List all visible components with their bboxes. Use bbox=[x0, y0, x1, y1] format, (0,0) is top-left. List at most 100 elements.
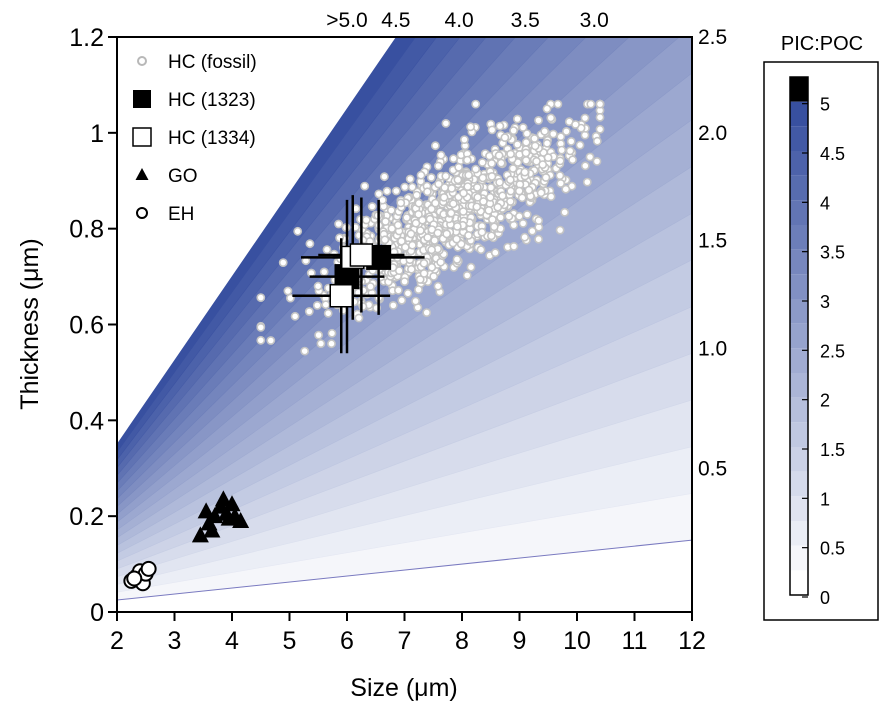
x-axis-label: Size (μm) bbox=[350, 674, 457, 702]
colorbar-band bbox=[790, 101, 808, 127]
contour-band bbox=[117, 259, 692, 562]
right-axis-label: 1.0 bbox=[698, 337, 727, 360]
fossil-point bbox=[477, 227, 487, 237]
legend: HC (fossil) HC (1323) HC (1334) GO EH bbox=[132, 52, 257, 225]
fossil-point bbox=[419, 258, 429, 268]
colorbar-band bbox=[790, 422, 808, 447]
data-series bbox=[123, 195, 425, 592]
fossil-point bbox=[509, 126, 518, 136]
y-tick-label: 1 bbox=[90, 120, 104, 148]
fossil-point bbox=[256, 335, 266, 345]
fossil-point bbox=[304, 307, 314, 316]
colorbar-label: 3 bbox=[820, 292, 830, 312]
fossil-point bbox=[548, 129, 558, 139]
fossil-point bbox=[397, 236, 406, 246]
x-tick-label: 10 bbox=[563, 627, 591, 655]
fossil-point bbox=[278, 258, 288, 267]
fossil-point bbox=[496, 158, 506, 168]
colorbar-label: 4.5 bbox=[820, 144, 845, 164]
fossil-point bbox=[506, 149, 515, 159]
legend-label: HC (fossil) bbox=[168, 52, 257, 73]
fossil-point bbox=[386, 205, 396, 215]
fossil-point bbox=[449, 154, 458, 164]
fossil-point bbox=[520, 232, 530, 242]
fossil-point bbox=[595, 112, 605, 122]
fossil-point bbox=[405, 174, 415, 184]
fossil-point bbox=[462, 155, 472, 165]
fossil-point bbox=[422, 187, 432, 197]
fossil-point bbox=[555, 171, 565, 180]
fossil-point bbox=[380, 235, 390, 245]
fossil-point bbox=[595, 99, 605, 109]
legend-marker-1323 bbox=[133, 90, 151, 108]
fossil-point bbox=[430, 141, 440, 151]
fossil-point bbox=[313, 281, 323, 291]
fossil-point bbox=[506, 186, 516, 196]
fossil-point bbox=[414, 209, 423, 219]
fossil-point bbox=[518, 123, 528, 132]
fossil-point bbox=[367, 202, 377, 211]
fossil-point bbox=[402, 213, 412, 222]
fossil-point bbox=[441, 119, 451, 128]
fossil-point bbox=[543, 153, 553, 162]
x-tick-label: 12 bbox=[678, 627, 706, 655]
colorbar-label: 1 bbox=[820, 489, 830, 509]
fossil-point bbox=[374, 189, 384, 199]
top-axis-label: 4.5 bbox=[381, 9, 410, 32]
fossil-point bbox=[327, 328, 337, 338]
colorbar-band bbox=[790, 447, 808, 472]
colorbar-band bbox=[790, 373, 808, 398]
contour-band bbox=[117, 37, 516, 484]
right-axis-label: 1.5 bbox=[698, 230, 727, 253]
go-point bbox=[232, 511, 250, 528]
colorbar-band bbox=[790, 274, 808, 299]
fossil-point bbox=[441, 171, 451, 181]
fossil-point bbox=[561, 184, 571, 194]
fossil-point bbox=[464, 170, 473, 180]
fossil-point bbox=[452, 234, 461, 244]
go-point bbox=[203, 521, 221, 538]
fossil-point bbox=[354, 313, 364, 323]
fossil-point bbox=[500, 133, 510, 142]
colorbar: 5 4.5 4 3.5 3 2.5 2 1.5 1 0.5 0 bbox=[763, 61, 879, 621]
fossil-point bbox=[498, 191, 507, 201]
fossil-point bbox=[522, 210, 532, 219]
fossil-point bbox=[433, 281, 443, 291]
colorbar-band bbox=[790, 126, 808, 151]
fossil-point bbox=[427, 245, 436, 255]
contour-band bbox=[117, 446, 692, 593]
fossil-point bbox=[534, 234, 543, 244]
x-tick-label: 5 bbox=[283, 627, 297, 655]
fossil-point bbox=[522, 129, 532, 138]
right-axis-label: 2.0 bbox=[698, 122, 727, 145]
eh-point bbox=[140, 560, 157, 577]
fossil-point bbox=[555, 225, 565, 235]
fossil-point bbox=[314, 330, 323, 340]
fossil-point bbox=[447, 183, 457, 193]
fossil-point bbox=[453, 175, 463, 185]
fossil-point bbox=[494, 151, 504, 160]
fossil-point bbox=[509, 241, 519, 251]
y-tick-label: 0.8 bbox=[69, 216, 104, 244]
y-tick-label: 1.2 bbox=[69, 24, 104, 52]
fossil-point bbox=[521, 137, 531, 147]
fossil-point bbox=[321, 300, 331, 310]
eh-point bbox=[126, 570, 143, 587]
go-point bbox=[223, 495, 241, 512]
fossil-point bbox=[407, 240, 417, 250]
x-tick-label: 8 bbox=[455, 627, 469, 655]
fossil-point bbox=[361, 215, 371, 225]
fossil-point bbox=[393, 220, 403, 230]
fossil-point bbox=[521, 148, 531, 158]
fossil-point bbox=[478, 173, 488, 183]
fossil-point bbox=[266, 336, 276, 345]
hc-1334-point bbox=[329, 284, 353, 308]
fossil-point bbox=[493, 202, 503, 212]
fossil-point bbox=[527, 226, 537, 236]
fossil-point bbox=[534, 216, 544, 225]
fossil-point bbox=[411, 218, 421, 228]
fossil-point bbox=[518, 218, 528, 228]
fossil-point bbox=[473, 192, 483, 202]
fossil-point bbox=[464, 230, 473, 240]
